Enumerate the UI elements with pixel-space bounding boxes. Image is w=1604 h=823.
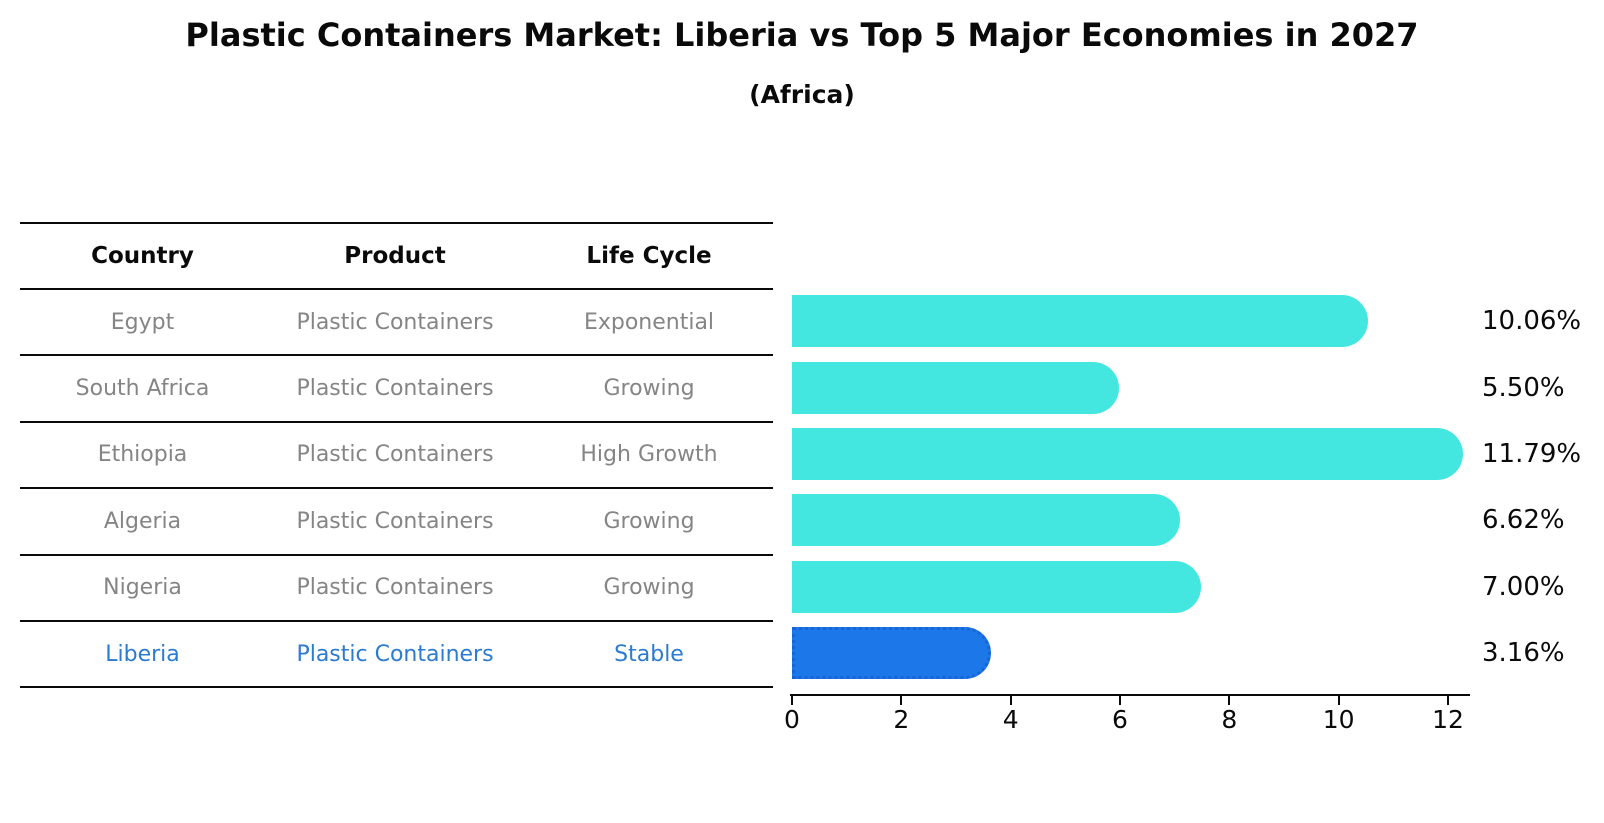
- cell-product: Plastic Containers: [296, 575, 494, 601]
- table-row: South Africa Plastic Containers Growing: [20, 356, 773, 423]
- x-axis-tick: [1119, 694, 1121, 705]
- table-row: Egypt Plastic Containers Exponential: [20, 290, 773, 357]
- cell-country: Nigeria: [103, 575, 182, 601]
- x-axis-tick: [1009, 694, 1012, 705]
- table-header-row: Country Product Life Cycle: [20, 224, 773, 290]
- cell-life-cycle: Growing: [603, 575, 695, 601]
- cell-product: Plastic Containers: [296, 309, 494, 335]
- cell-product: Plastic Containers: [296, 442, 494, 468]
- x-axis-tick: [1447, 694, 1449, 705]
- bar-value-label: 11.79%: [1482, 439, 1582, 469]
- bar-highlighted: [792, 627, 991, 680]
- x-axis-tick-label: 6: [1112, 705, 1128, 734]
- cell-life-cycle: Exponential: [583, 309, 715, 335]
- cell-product: Plastic Containers: [296, 508, 494, 534]
- header-cell-product: Product: [344, 243, 446, 269]
- cell-country: South Africa: [75, 376, 210, 402]
- bar-value-label: 3.16%: [1482, 638, 1565, 669]
- figure-title: Plastic Containers Market: Liberia vs To…: [185, 16, 1419, 54]
- cell-life-cycle: Stable: [614, 641, 684, 667]
- x-axis-tick-label: 8: [1221, 705, 1238, 734]
- x-axis-tick-label: 2: [893, 705, 910, 734]
- cell-life-cycle: Growing: [603, 508, 695, 534]
- x-axis-tick: [791, 694, 793, 705]
- cell-life-cycle: High Growth: [580, 442, 718, 468]
- bar-value-label: 5.50%: [1482, 372, 1565, 403]
- bar: [792, 560, 1201, 613]
- market-table: Country Product Life Cycle Egypt Plastic…: [20, 222, 773, 689]
- x-axis-tick: [1228, 694, 1231, 705]
- figure-subtitle: (Africa): [749, 80, 855, 109]
- bar-value-label: 10.06%: [1482, 306, 1582, 337]
- table-row: Ethiopia Plastic Containers High Growth: [20, 423, 773, 490]
- bar-value-label: 7.00%: [1482, 571, 1565, 602]
- bar: [792, 295, 1368, 348]
- cell-country: Algeria: [103, 508, 182, 534]
- x-axis-tick: [1337, 694, 1340, 705]
- table-row: Nigeria Plastic Containers Growing: [20, 556, 773, 622]
- x-axis-tick-label: 0: [784, 705, 800, 734]
- x-axis-tick-label: 10: [1322, 705, 1355, 734]
- x-axis-line: [790, 694, 1470, 696]
- header-cell-country: Country: [91, 243, 194, 269]
- bar-value-label: 6.62%: [1482, 505, 1565, 536]
- x-axis-tick-label: 12: [1432, 705, 1464, 734]
- bar: [792, 428, 1463, 480]
- x-axis-tick: [900, 694, 903, 705]
- table-row: Algeria Plastic Containers Growing: [20, 489, 773, 556]
- cell-product: Plastic Containers: [296, 376, 494, 402]
- x-axis-tick-label: 4: [1002, 705, 1019, 734]
- cell-country: Liberia: [105, 641, 180, 667]
- cell-life-cycle: Growing: [603, 376, 695, 402]
- table-row-highlighted: Liberia Plastic Containers Stable: [20, 622, 773, 689]
- header-cell-life-cycle: Life Cycle: [586, 243, 712, 269]
- cell-product: Plastic Containers: [296, 641, 494, 667]
- cell-country: Ethiopia: [97, 442, 188, 468]
- bar: [792, 494, 1180, 547]
- bar: [792, 361, 1119, 414]
- cell-country: Egypt: [110, 309, 175, 335]
